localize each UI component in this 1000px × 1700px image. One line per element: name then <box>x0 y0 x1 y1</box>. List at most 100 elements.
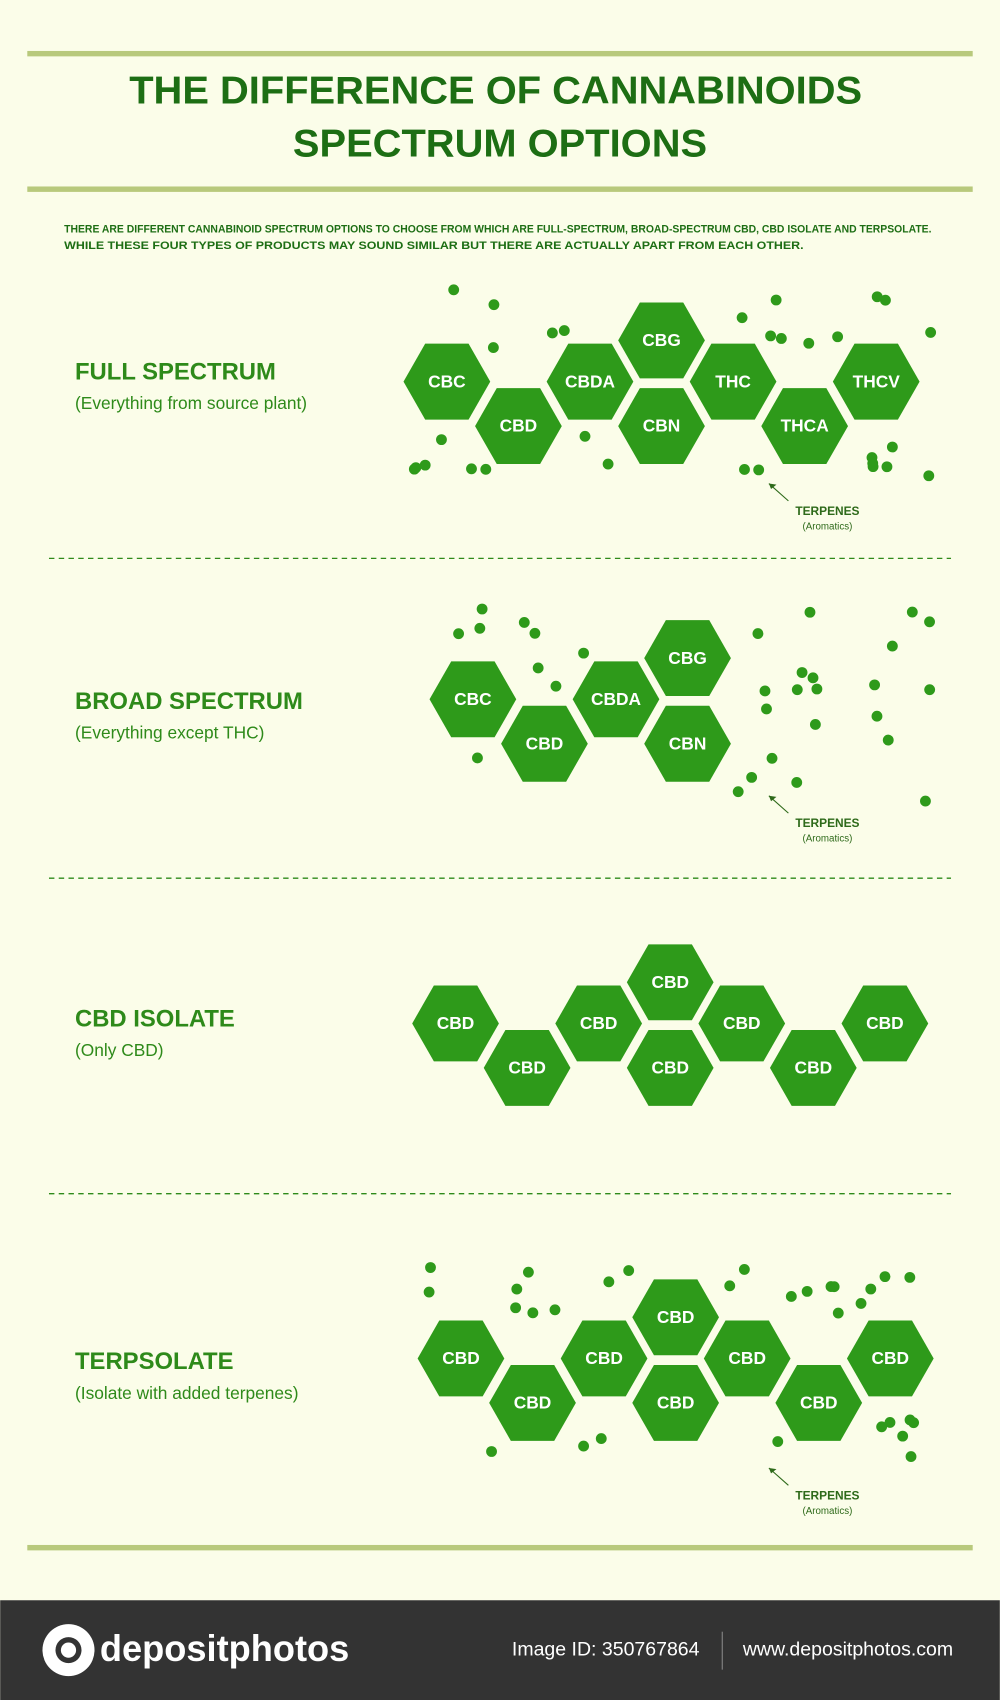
terpene-dot <box>423 1286 435 1298</box>
terpene-dot <box>419 459 431 471</box>
terpene-dot <box>775 333 787 344</box>
intro-line: THERE ARE DIFFERENT CANNABINOID SPECTRUM… <box>64 224 931 236</box>
hexagon-label: CBD <box>514 1393 552 1413</box>
hexagon <box>403 343 491 420</box>
hexagon <box>546 343 634 420</box>
hexagon <box>501 705 588 782</box>
hexagon-label: CBD <box>651 1058 689 1078</box>
hexagon <box>689 343 777 420</box>
section-title: CBD ISOLATE <box>75 1006 235 1033</box>
terpene-dot <box>529 627 541 639</box>
terpene-dot <box>807 672 819 684</box>
terpene-dot <box>882 734 894 746</box>
terpene-arrowhead <box>768 1467 777 1474</box>
terpene-dot <box>832 331 844 343</box>
terpene-dot <box>866 452 878 463</box>
terpene-dot <box>904 1414 916 1426</box>
hexagon <box>475 388 562 465</box>
terpene-dot <box>578 1440 590 1452</box>
hexagon <box>412 985 499 1062</box>
terpene-dot <box>925 326 937 338</box>
terpene-dot <box>487 342 499 354</box>
hexagon <box>703 1320 791 1397</box>
background <box>0 0 1000 1600</box>
terpene-dot <box>785 1291 797 1302</box>
terpene-dot <box>453 628 465 640</box>
hexagon-label: CBC <box>454 689 492 709</box>
hexagon-label: CBN <box>669 733 707 753</box>
hexagon <box>572 661 660 738</box>
terpene-dot <box>549 1304 561 1316</box>
terpene-dot <box>879 1271 891 1283</box>
footer-image-id: Image ID: 350767864 <box>512 1638 700 1660</box>
section-subtitle: (Only CBD) <box>75 1040 164 1060</box>
terpene-dot <box>855 1297 867 1309</box>
terpene-dot <box>904 1271 916 1283</box>
terpene-dot <box>602 458 614 470</box>
hexagon-label: CBD <box>437 1013 475 1033</box>
hexagon-label: CBD <box>526 733 564 753</box>
terpene-dot <box>474 622 486 634</box>
hexagon <box>644 620 731 697</box>
terpene-dot <box>865 1283 877 1295</box>
terpene-dot <box>905 1451 917 1463</box>
hexagon-label: CBC <box>428 371 466 391</box>
terpene-dot <box>906 606 918 618</box>
terpene-dot <box>869 679 881 691</box>
terpene-dot <box>752 628 764 640</box>
hexagon <box>846 1320 934 1397</box>
terpene-note: (Aromatics) <box>803 834 853 845</box>
terpene-dot <box>472 752 483 764</box>
terpene-dot <box>828 1281 840 1293</box>
terpene-dot <box>436 434 447 446</box>
hexagon-label: CBD <box>580 1013 618 1033</box>
hexagon-label: CBD <box>866 1013 904 1033</box>
terpene-dot <box>803 337 815 349</box>
hexagon-label: CBD <box>728 1348 766 1368</box>
hexagon <box>560 1320 648 1397</box>
bottom-bar <box>27 1544 973 1551</box>
terpene-dot <box>724 1280 736 1292</box>
hexagon-label: CBD <box>657 1307 695 1327</box>
terpene-dot <box>897 1430 909 1442</box>
terpene-dot <box>880 294 891 306</box>
hexagon-label: THCV <box>853 371 901 391</box>
hexagon <box>769 1029 857 1106</box>
terpene-dot <box>603 1276 615 1288</box>
terpene-dot <box>736 312 748 324</box>
hexagon <box>632 1364 720 1441</box>
hexagon-label: CBD <box>795 1058 833 1078</box>
hexagon-label: CBD <box>800 1393 838 1413</box>
section-subtitle: (Isolate with added terpenes) <box>75 1383 298 1403</box>
title-line: THE DIFFERENCE OF CANNABINOIDS <box>129 70 862 113</box>
terpene-dot <box>546 327 558 339</box>
footer-url: www.depositphotos.com <box>742 1638 953 1660</box>
section-subtitle: (Everything except THC) <box>75 723 264 743</box>
terpene-dot <box>425 1262 436 1273</box>
top-bar <box>27 50 973 57</box>
terpene-arrowhead <box>768 483 777 489</box>
hexagon <box>555 985 643 1062</box>
terpene-dot <box>746 771 758 783</box>
hexagon <box>841 985 929 1062</box>
terpene-dot <box>765 330 777 342</box>
terpene-dot <box>510 1302 522 1314</box>
terpene-dot <box>886 640 898 652</box>
logo-icon <box>60 1642 77 1658</box>
terpene-dot <box>876 1421 888 1433</box>
terpene-dot <box>832 1307 844 1319</box>
hexagon <box>632 1279 720 1356</box>
title-bar <box>27 186 973 192</box>
hexagon-label: THC <box>715 371 751 391</box>
section-title: TERPSOLATE <box>75 1348 234 1375</box>
title-line: SPECTRUM OPTIONS <box>293 123 707 166</box>
hexagon <box>626 1029 714 1106</box>
terpene-label: TERPENES <box>795 504 859 518</box>
terpene-dot <box>480 463 492 475</box>
terpene-dot <box>623 1265 635 1276</box>
terpene-dot <box>558 325 570 336</box>
terpene-dot <box>796 667 808 678</box>
hexagon <box>698 985 786 1062</box>
hexagon-label: CBD <box>442 1348 480 1368</box>
